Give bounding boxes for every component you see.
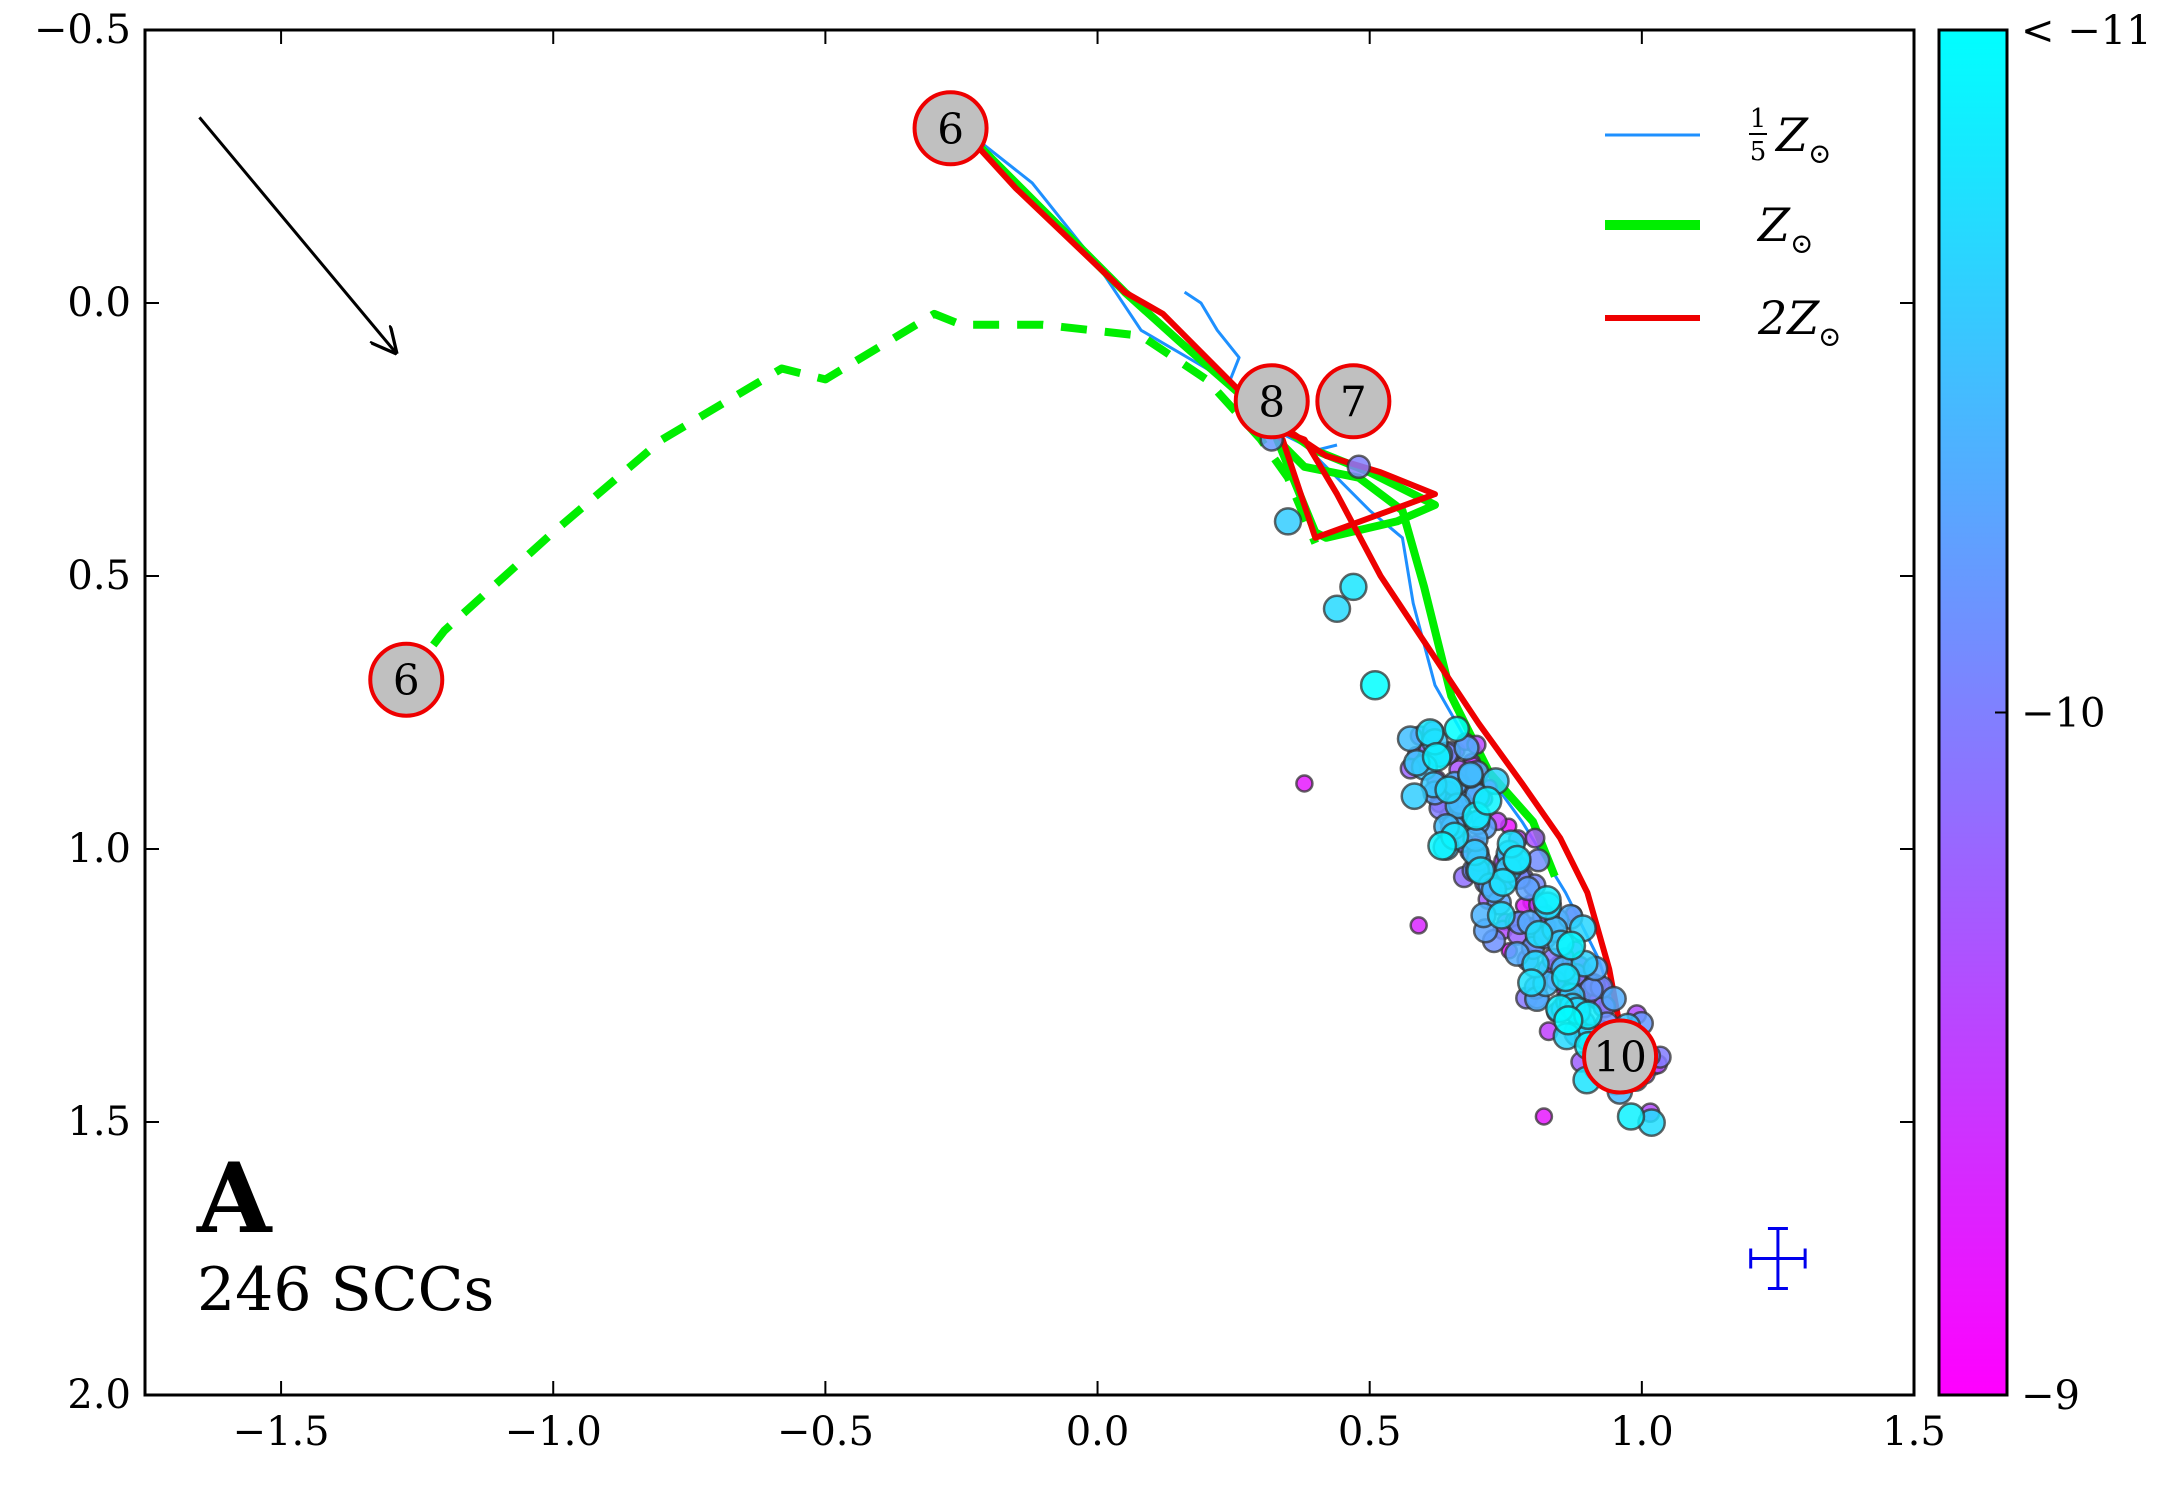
colorbar-tick-label: < −11 [2021, 8, 2152, 54]
x-tick-label: 0.5 [1338, 1409, 1402, 1455]
x-axis: −1.5 −1.0 −0.5 0.0 0.5 1.0 1.5 [233, 30, 1946, 1455]
scatter-point [1322, 594, 1352, 624]
scatter-point [1346, 454, 1372, 480]
legend-entry-two_solar: 2Z⊙ [1605, 291, 1841, 353]
age-marker-circle [1315, 363, 1392, 440]
colorbar-tick-label: −9 [2021, 1373, 2080, 1419]
age-marker: 6 [912, 90, 989, 167]
scatter-point [1524, 919, 1554, 949]
x-tick-label: −1.5 [233, 1409, 330, 1455]
y-tick-label: 2.0 [67, 1372, 131, 1418]
scatter-point [1600, 985, 1627, 1012]
age-marker-label: 6 [393, 656, 420, 705]
scatter-point [1553, 1005, 1584, 1036]
legend-label-sub: ⊙ [1790, 227, 1813, 260]
legend: 15 Z ⊙Z ⊙2Z⊙ [1605, 104, 1841, 353]
scatter-point [1359, 669, 1391, 701]
scatter-point [1534, 1107, 1554, 1126]
age-marker-circle [1233, 363, 1310, 440]
plot-area: 6 6 8 7 10 [368, 90, 1672, 1137]
legend-fraction-denominator: 5 [1750, 137, 1767, 167]
legend-label-main: Z [1774, 108, 1809, 162]
colorbar-ticks: < −11 −10 −9 [1995, 8, 2152, 1419]
extinction-arrow [198, 116, 395, 352]
scatter-point [1400, 782, 1429, 811]
age-marker-circle [368, 641, 445, 718]
y-tick-label: 1.5 [67, 1099, 131, 1145]
annotations: A 246 SCCs [196, 116, 1807, 1325]
scatter-point [1531, 884, 1562, 915]
legend-label-sub: ⊙ [1818, 320, 1841, 353]
colorbar-tick-label: −10 [2021, 691, 2105, 737]
legend-label-main: Z [1756, 198, 1791, 252]
y-tick-label: 1.0 [67, 826, 131, 872]
scatter-point [1443, 715, 1471, 743]
plot-frame [143, 28, 1916, 1397]
y-tick-label: 0.0 [67, 280, 131, 326]
scatter-point [1434, 775, 1464, 805]
legend-label-main: 2Z [1757, 291, 1820, 345]
scatter-point [1427, 830, 1458, 861]
age-marker: 7 [1315, 363, 1392, 440]
age-marker-label: 10 [1593, 1032, 1646, 1081]
x-tick-label: −0.5 [777, 1409, 874, 1455]
scatter-point [1488, 867, 1518, 897]
scatter-point [1616, 1102, 1646, 1131]
scatter-point [1457, 760, 1484, 788]
y-axis: −0.5 0.0 0.5 1.0 1.5 2.0 [34, 7, 1914, 1418]
age-marker: 6 [368, 641, 445, 718]
scatter-point [1415, 718, 1445, 748]
error-bar [1749, 1226, 1807, 1291]
legend-entry-solar: Z ⊙ [1605, 198, 1813, 260]
age-marker-label: 8 [1258, 377, 1285, 426]
scatter-point [1550, 962, 1581, 993]
scatter-point [1486, 900, 1516, 930]
scatter-point [1502, 844, 1532, 875]
y-tick-label: −0.5 [34, 7, 131, 53]
scatter-point [1339, 572, 1368, 602]
scatter-point [1295, 774, 1314, 793]
legend-fraction-numerator: 1 [1750, 104, 1767, 134]
age-marker-label: 6 [937, 104, 964, 153]
scatter-point [1472, 785, 1503, 816]
scatter-point [1273, 507, 1303, 536]
colorbar: < −11 −10 −9 [1937, 8, 2152, 1419]
age-marker: 8 [1233, 363, 1310, 440]
scatter-point [1421, 741, 1452, 772]
series-line-solar_dashed [403, 309, 1319, 683]
y-tick-label: 0.5 [67, 553, 131, 599]
age-markers: 6 6 8 7 10 [368, 90, 1659, 1095]
panel-label: A [196, 1142, 273, 1255]
scatter-point [1556, 930, 1587, 961]
legend-label-sub: ⊙ [1808, 137, 1831, 170]
age-marker-circle [912, 90, 989, 167]
x-tick-label: 1.0 [1610, 1409, 1674, 1455]
scatter-point [1524, 827, 1546, 849]
scatter-point [1409, 916, 1428, 935]
scc-count-label: 246 SCCs [197, 1255, 494, 1325]
age-marker-circle [1582, 1018, 1659, 1095]
age-marker: 10 [1582, 1018, 1659, 1095]
age-marker-label: 7 [1340, 377, 1367, 426]
scatter-point [1517, 968, 1546, 998]
x-tick-label: 0.0 [1066, 1409, 1130, 1455]
x-tick-label: 1.5 [1882, 1409, 1946, 1455]
model-tracks [403, 119, 1629, 1058]
x-tick-label: −1.0 [505, 1409, 602, 1455]
legend-entry-one_fifth_solar: 15 Z ⊙ [1605, 104, 1831, 170]
scatter-point [1466, 856, 1496, 886]
